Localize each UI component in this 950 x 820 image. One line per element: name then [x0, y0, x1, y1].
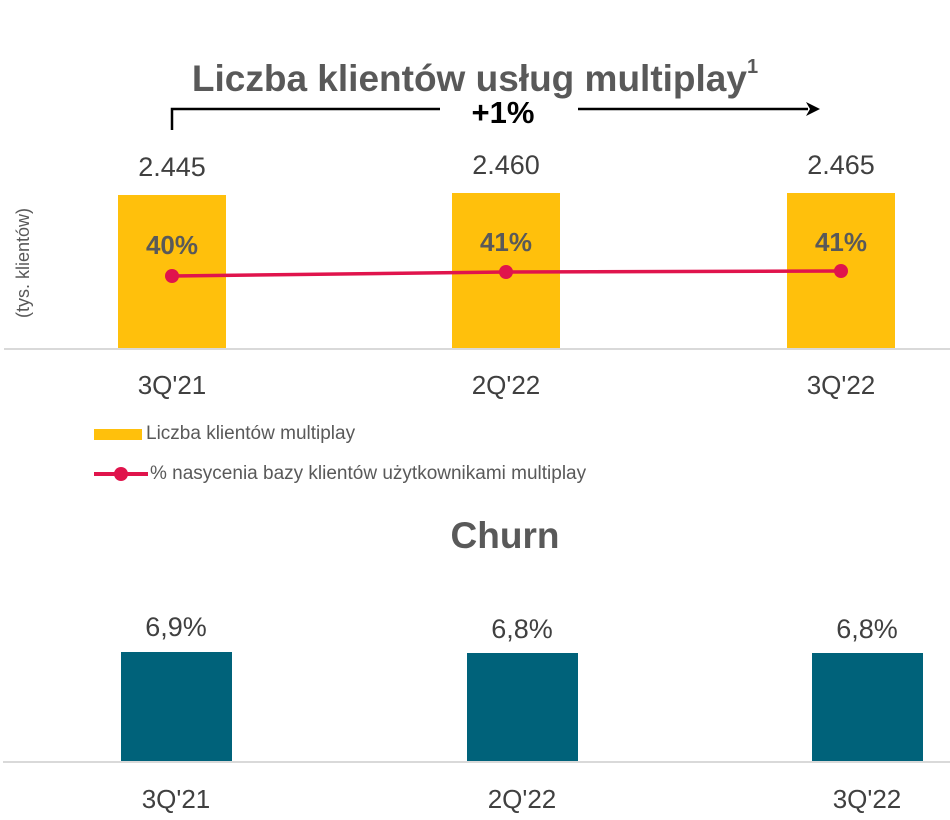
churn-category-label: 3Q'22	[832, 784, 902, 814]
churn-title: Churn	[450, 515, 560, 556]
churn-bar-2q22	[467, 653, 578, 762]
bar-value: 2.445	[138, 152, 206, 182]
saturation-line	[165, 264, 848, 283]
line-value: 40%	[145, 230, 199, 260]
top-chart-title-text: Liczba klientów usług multiplay	[191, 58, 747, 99]
legend-line-label: % nasycenia bazy klientów użytkownikami …	[150, 463, 587, 484]
churn-bar-3q21	[121, 652, 232, 762]
category-label: 3Q'21	[137, 370, 207, 400]
line-value: 41%	[479, 227, 533, 257]
churn-category-label: 3Q'21	[141, 784, 211, 814]
churn-value: 6,8%	[836, 614, 898, 644]
bar-value: 2.460	[472, 150, 540, 180]
churn-value: 6,9%	[145, 612, 207, 642]
legend-line-swatch-icon	[94, 467, 148, 481]
footnote-marker: 1	[746, 56, 759, 78]
bar-value: 2.465	[807, 150, 875, 180]
churn-category-label: 2Q'22	[487, 784, 557, 814]
line-value: 41%	[814, 227, 868, 257]
top-chart-title: Liczba klientów usług multiplay1	[0, 56, 950, 100]
x-axis	[4, 348, 950, 350]
legend-bar-label: Liczba klientów multiplay	[146, 423, 356, 444]
churn-x-axis	[3, 761, 950, 763]
growth-label: +1%	[471, 95, 535, 130]
growth-arrow-icon	[170, 102, 820, 130]
churn-value: 6,8%	[491, 614, 553, 644]
category-label: 2Q'22	[471, 370, 541, 400]
category-label: 3Q'22	[806, 370, 876, 400]
churn-bar-3q22	[812, 653, 923, 762]
legend-bar-swatch	[94, 429, 142, 440]
